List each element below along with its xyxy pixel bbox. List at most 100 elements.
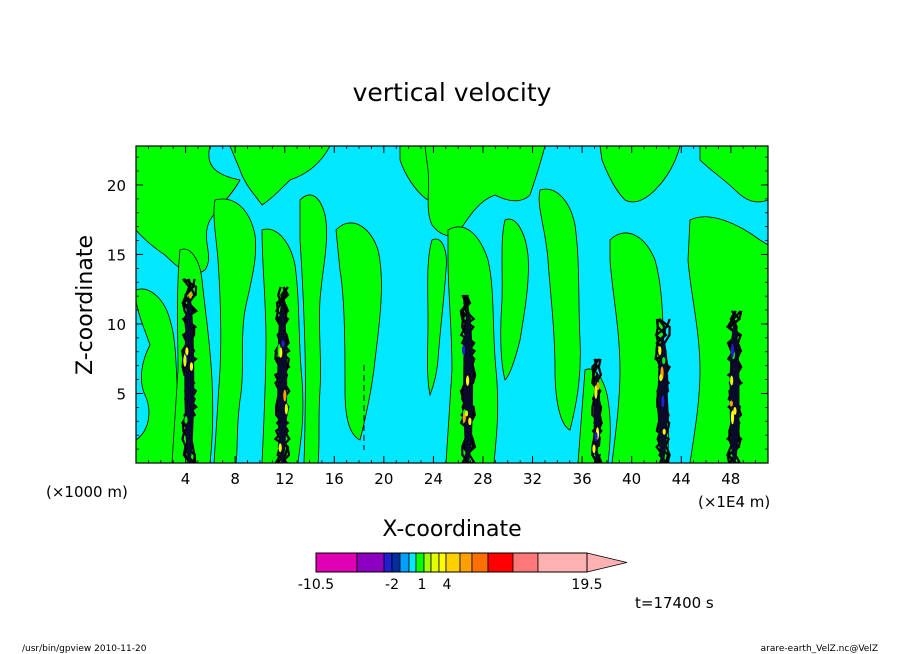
- core-spot: [183, 354, 187, 367]
- green-region-left-mid: [136, 288, 181, 463]
- updraft-column: [180, 278, 199, 463]
- colorbar-cell: [438, 552, 447, 573]
- colorbar-label: 4: [443, 577, 452, 593]
- x-tick-label: 20: [374, 470, 393, 488]
- x-tick-label: 28: [473, 470, 492, 488]
- green-region-14: [299, 194, 327, 463]
- green-region-40: [599, 146, 681, 203]
- updraft-column: [654, 318, 672, 463]
- core-spot: [284, 403, 288, 415]
- x-scale-label: (×1000 m): [46, 483, 128, 501]
- colorbar-cell: [356, 552, 385, 573]
- core-spot: [281, 340, 285, 348]
- x-axis: 4 8 12 16 20 24 28 32 36 40 44 48: [147, 146, 757, 488]
- core-spot: [730, 410, 735, 425]
- colorbar-cell: [445, 552, 461, 573]
- colorbar-cell: [315, 552, 358, 573]
- plot-area: [136, 146, 768, 463]
- core-spot: [733, 407, 737, 415]
- colorbar-cell: [459, 552, 473, 573]
- colorbar-frame: [315, 552, 588, 573]
- chart-title: vertical velocity: [353, 78, 552, 107]
- colorbar-cell: [430, 552, 440, 573]
- colorbar-label: -2: [385, 577, 399, 593]
- core-spot: [188, 292, 193, 299]
- green-region-left-top: [136, 146, 241, 274]
- colorbar-cell: [537, 552, 588, 573]
- core-spot: [464, 410, 469, 417]
- core-spot: [184, 416, 188, 424]
- colorbar-cell: [471, 552, 489, 573]
- green-region-22: [427, 238, 447, 397]
- x-tick-label: 32: [523, 470, 542, 488]
- plot-frame: [135, 145, 769, 464]
- core-spot: [729, 400, 733, 407]
- core-spot: [189, 362, 194, 371]
- x-tick-label: 48: [721, 470, 740, 488]
- green-region-8: [213, 198, 257, 463]
- core-fill: [184, 295, 195, 463]
- core-spot: [185, 347, 189, 356]
- colorbar: [315, 552, 628, 573]
- core-spot: [594, 385, 598, 399]
- x-unit-label: (×1E4 m): [698, 493, 770, 511]
- core-spot: [730, 375, 734, 386]
- x-tick-label: 40: [622, 470, 641, 488]
- colorbar-label: 19.5: [571, 577, 602, 593]
- colorbar-cell: [512, 552, 539, 573]
- core-spot: [283, 389, 287, 402]
- core-fill: [729, 323, 740, 463]
- core-spot: [596, 381, 600, 391]
- y-tick-label: 20: [107, 177, 126, 195]
- green-region-top-12: [229, 146, 331, 206]
- x-axis-label: X-coordinate: [382, 517, 521, 542]
- y-tick-label: 10: [107, 316, 126, 334]
- core-fill: [463, 309, 474, 463]
- core-spot: [592, 444, 596, 454]
- x-tick-label: 44: [672, 470, 691, 488]
- core-spot: [662, 357, 666, 365]
- x-tick-label: 16: [325, 470, 344, 488]
- time-label: t=17400 s: [635, 594, 714, 612]
- core-spot: [658, 346, 662, 356]
- colorbar-cell: [408, 552, 417, 573]
- core-fill: [277, 302, 288, 463]
- footer-right: arare-earth_VelZ.nc@VelZ: [761, 644, 878, 654]
- colorbar-extension: [586, 552, 628, 573]
- y-tick-label: 5: [116, 385, 126, 403]
- core-spot: [597, 446, 601, 455]
- core-spot: [278, 443, 282, 453]
- green-region-top-23: [424, 146, 546, 236]
- colorbar-cell: [487, 552, 514, 573]
- x-tick-label: 4: [181, 470, 191, 488]
- colorbar-cell: [383, 552, 393, 573]
- core-spot: [465, 375, 470, 386]
- colorbar-cell: [423, 552, 432, 573]
- core-spot: [730, 343, 735, 358]
- updraft-column: [725, 310, 744, 463]
- core-spot: [462, 413, 466, 423]
- updraft-column: [459, 294, 477, 463]
- core-spot: [462, 345, 466, 355]
- core-spot: [659, 374, 663, 382]
- x-tick-label: 24: [424, 470, 443, 488]
- green-region-15: [335, 222, 382, 441]
- green-region-right: [687, 216, 768, 463]
- green-region-34: [538, 188, 581, 431]
- y-tick-label: 15: [107, 246, 126, 264]
- colorbar-label: -10.5: [298, 577, 334, 593]
- updraft-cores: [180, 278, 744, 463]
- green-region-right-top: [699, 146, 768, 203]
- core-spot: [662, 428, 666, 435]
- x-tick-label: 36: [573, 470, 592, 488]
- colorbar-cell: [415, 552, 425, 573]
- x-tick-label: 8: [230, 470, 240, 488]
- updraft-column: [273, 286, 291, 463]
- colorbar-labels: -10.5 -2 1 4 19.5: [298, 577, 603, 593]
- core-contour: [591, 358, 604, 463]
- core-spot: [279, 347, 283, 358]
- colorbar-label: 1: [418, 577, 427, 593]
- colorbar-cell: [391, 552, 401, 573]
- colorbar-cell: [399, 552, 410, 573]
